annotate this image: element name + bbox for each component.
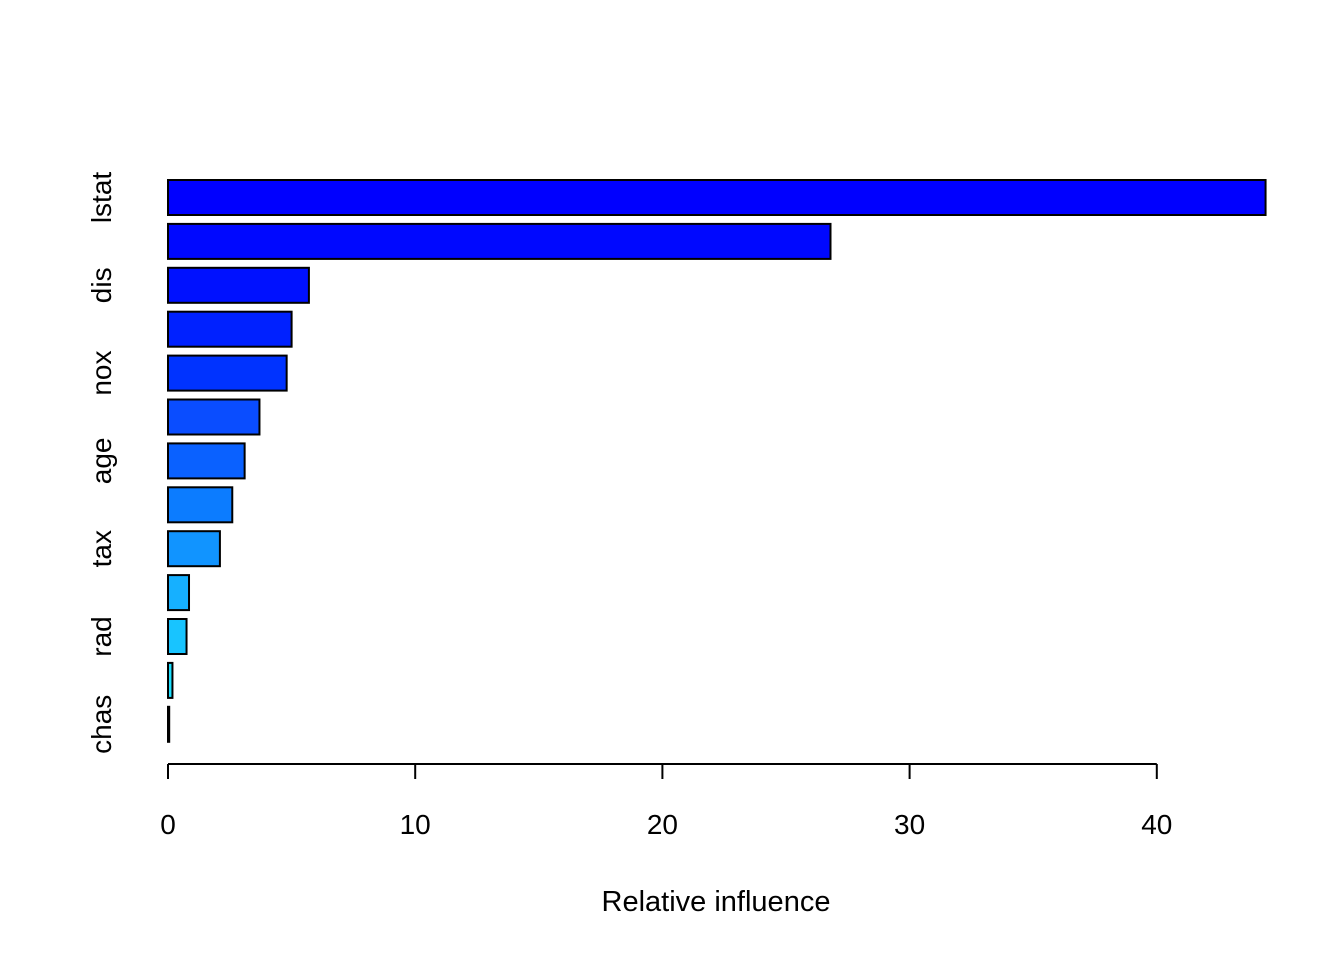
bar-12 [167,661,174,699]
bar-3 [167,266,310,304]
x-tick-label-0: 0 [160,809,176,840]
bar-7 [167,442,246,480]
bars-group [167,179,1267,743]
x-axis-title: Relative influence [602,886,831,918]
bar-11 [167,618,188,655]
x-tick-label-30: 30 [894,809,925,840]
y-label-chas: chas [86,695,117,754]
y-label-lstat: lstat [86,172,117,224]
bar-5 [167,354,288,392]
x-tick-label-20: 20 [647,809,678,840]
y-label-nox: nox [86,351,117,396]
y-label-tax: tax [86,530,117,567]
x-tick-label-10: 10 [400,809,431,840]
bar-1 [167,179,1267,216]
bar-10 [167,574,191,612]
bar-13 [167,705,171,743]
bar-6 [167,398,261,436]
bar-4 [167,310,293,348]
x-axis: 0 10 20 30 40 [160,763,1172,840]
bar-8 [167,486,234,524]
x-tick-label-40: 40 [1141,809,1172,840]
bar-9 [167,530,221,568]
y-label-rad: rad [86,616,117,656]
y-label-age: age [86,438,117,485]
y-label-dis: dis [86,267,117,303]
y-axis-labels: lstat dis nox age tax rad chas [86,172,117,754]
bar-2 [167,222,832,260]
